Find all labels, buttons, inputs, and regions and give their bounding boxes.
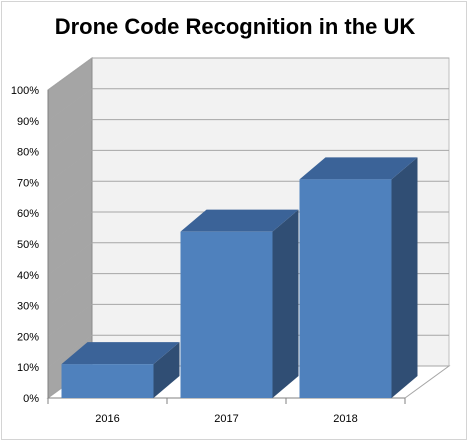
bar-front — [180, 231, 273, 398]
bar-2018 — [299, 157, 418, 398]
y-tick-label: 100% — [11, 85, 39, 97]
gridline-side — [47, 211, 93, 245]
bar-side — [391, 157, 418, 398]
y-tick-label: 70% — [17, 177, 39, 189]
y-tick-label: 30% — [17, 301, 39, 313]
bar-side — [153, 342, 180, 398]
gridline-side — [47, 149, 93, 183]
bar-top — [299, 157, 418, 180]
gridline-side — [47, 273, 93, 307]
x-axis-labels: 2016 2017 2018 — [95, 413, 357, 425]
bar-top — [61, 342, 180, 365]
y-tick-label: 10% — [17, 362, 39, 374]
y-tick-label: 60% — [17, 208, 39, 220]
gridline-side — [47, 88, 93, 122]
x-tick-label: 2016 — [95, 413, 119, 425]
bar-front — [61, 364, 154, 398]
gridline-side — [47, 57, 93, 91]
bar-2016 — [61, 342, 180, 398]
bar-2017 — [180, 209, 299, 398]
bar-front — [299, 179, 392, 398]
gridline-side — [47, 242, 93, 276]
y-tick-label: 80% — [17, 147, 39, 159]
bar-side — [272, 209, 299, 398]
y-tick-label: 90% — [17, 116, 39, 128]
gridline-side — [47, 334, 93, 368]
gridline-side — [47, 303, 93, 337]
bar-top — [180, 209, 299, 232]
y-tick-label: 20% — [17, 331, 39, 343]
y-tick-label: 40% — [17, 270, 39, 282]
bars — [61, 157, 418, 398]
y-tick-label: 0% — [23, 393, 39, 405]
gridline-side — [47, 180, 93, 214]
y-axis-labels: 0% 10% 20% 30% 40% 50% 60% 70% 80% 90% 100% — [11, 85, 39, 405]
x-tick-label: 2018 — [333, 413, 357, 425]
y-tick-label: 50% — [17, 239, 39, 251]
chart-title: Drone Code Recognition in the UK — [54, 14, 416, 39]
x-tick-label: 2017 — [214, 413, 238, 425]
gridline-side — [47, 119, 93, 153]
